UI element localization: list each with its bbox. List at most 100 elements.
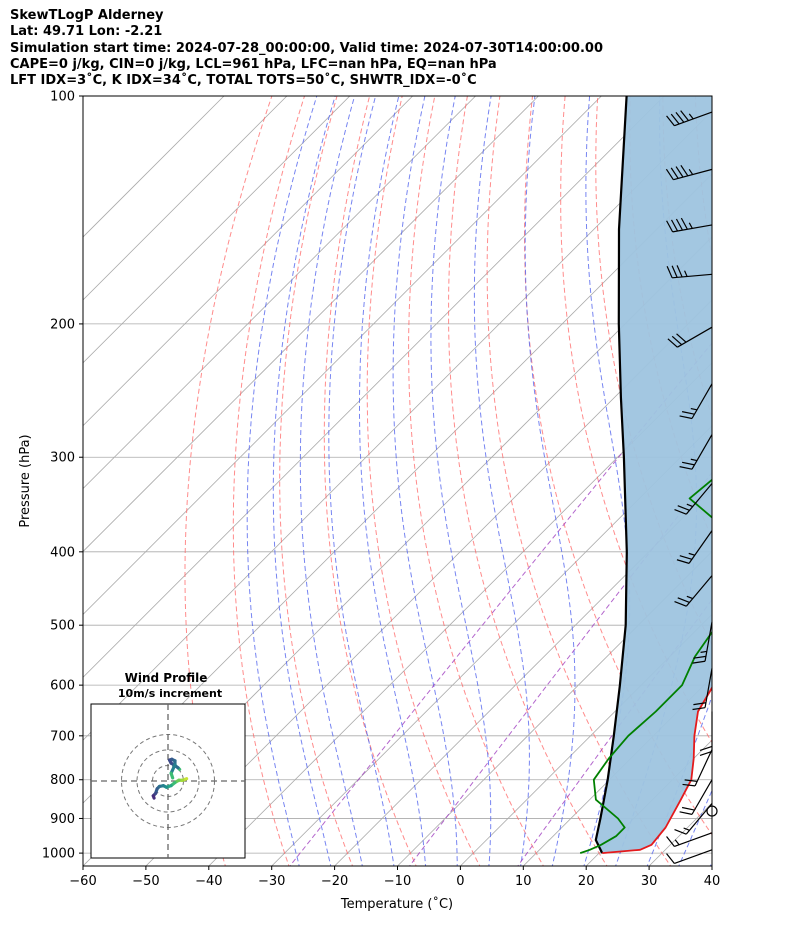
wind-barb <box>667 326 713 348</box>
y-tick-label: 500 <box>50 619 75 634</box>
profile-lines-layer <box>579 96 712 854</box>
wind-barb <box>674 483 713 515</box>
hodograph-title: Wind Profile <box>125 671 208 685</box>
dry-adiabat-line <box>560 96 712 744</box>
wind-barb-flag <box>681 411 695 415</box>
wind-barb-flag <box>670 113 680 125</box>
wind-barb <box>679 383 713 420</box>
wind-barb-flag <box>666 265 673 279</box>
mixing-ratio-line <box>289 342 712 866</box>
wind-barb-flag <box>681 461 695 466</box>
wind-barb-staff <box>672 273 713 279</box>
wind-barb-staff <box>704 621 713 662</box>
wind-barb-flag <box>692 660 706 664</box>
wind-barb <box>676 530 713 564</box>
wind-barb <box>692 668 713 711</box>
isotherm-line <box>145 299 712 866</box>
dry-adiabat-line <box>727 79 794 869</box>
wind-barb-flag <box>677 505 690 511</box>
wind-barb-half-flag <box>688 552 695 556</box>
wind-barb-flag <box>666 220 674 233</box>
moist-adiabat-line <box>359 96 427 866</box>
wind-barb <box>692 621 713 664</box>
axis-ticks-layer: −60 −50 −40 −30 −20 −10 0 10 20 30 40 100 200 300 400 5… <box>42 90 720 890</box>
y-tick-label: 300 <box>50 451 75 466</box>
dry-adiabat-line <box>524 96 712 836</box>
dry-adiabat-line <box>232 96 306 866</box>
wind-barb-staff <box>673 168 713 181</box>
y-axis-label: Pressure (hPa) <box>18 434 33 527</box>
wind-barb-half-flag <box>688 168 694 175</box>
header: SkewTLogP Alderney Lat: 49.71 Lon: -2.21… <box>10 8 603 89</box>
wind-barb <box>666 832 713 848</box>
dry-adiabat-line <box>366 96 481 866</box>
wind-barb-flag <box>666 115 675 127</box>
wind-barb-flag <box>680 110 689 121</box>
y-tick-label: 100 <box>50 90 75 105</box>
wind-barb-staff <box>674 849 713 865</box>
wind-barb-flag <box>676 265 683 278</box>
wind-barb <box>666 217 713 233</box>
wind-barb-flag <box>671 265 678 278</box>
y-tick-label: 800 <box>50 773 75 788</box>
wind-barb-flag <box>670 167 679 179</box>
wind-barb <box>666 265 713 279</box>
x-tick-label: 10 <box>515 874 532 889</box>
simulation-times: Simulation start time: 2024-07-28_00:00:… <box>10 40 603 56</box>
wind-barb-flag <box>667 338 678 348</box>
wind-barb-flag <box>699 745 713 752</box>
wind-barb <box>679 779 713 815</box>
cin-shaded-area <box>595 96 712 854</box>
wind-barb-half-flag <box>688 222 693 229</box>
wind-barb-staff <box>674 832 713 848</box>
wind-barb-flag <box>679 466 693 470</box>
moist-adiabat-line <box>272 96 336 866</box>
wind-barb-flag <box>675 112 685 123</box>
isotherm-line <box>83 96 413 427</box>
wind-barb-flag <box>693 655 707 659</box>
wind-barb-flag <box>692 707 706 711</box>
isotherm-line <box>83 110 712 741</box>
wind-barb-flag <box>679 415 693 420</box>
wind-barb-flag <box>675 218 683 231</box>
wind-barb-half-flag <box>700 650 707 653</box>
moist-adiabat-line <box>299 96 363 866</box>
y-tick-label: 200 <box>50 317 75 332</box>
wind-barb-flag <box>679 811 693 815</box>
wind-barb-half-flag <box>686 595 693 600</box>
moist-adiabat-line <box>678 789 712 866</box>
isotherm-line <box>83 96 539 553</box>
mixing-ratio-line <box>408 471 712 866</box>
isotherm-line <box>83 96 288 301</box>
isotherm-line <box>83 96 351 364</box>
x-tick-label: 0 <box>456 874 464 889</box>
wind-barb-flag <box>684 779 698 782</box>
cape-fill-layer <box>595 96 712 854</box>
wind-barb-half-flag <box>674 839 680 846</box>
wind-barb <box>682 749 713 787</box>
x-tick-label: 40 <box>704 874 721 889</box>
dry-adiabat-line <box>448 96 608 866</box>
wind-barb-staff <box>677 326 713 348</box>
station-location: Lat: 49.71 Lon: -2.21 <box>10 24 163 40</box>
wind-barb-flag <box>680 164 689 177</box>
wind-barb-flag <box>666 836 675 847</box>
isotherm-line <box>711 865 712 866</box>
wind-barb-flag <box>674 601 687 607</box>
wind-barb-flag <box>699 750 713 757</box>
moist-adiabat-line <box>392 96 458 866</box>
wind-barbs-layer <box>665 110 718 865</box>
dry-adiabat-line <box>408 96 544 866</box>
dry-adiabat-line <box>759 79 794 869</box>
station-title: SkewTLogP Alderney <box>10 8 164 23</box>
wind-barb-staff <box>691 779 713 815</box>
wind-barb-flag <box>682 783 696 787</box>
dry-adiabat-line <box>323 96 417 866</box>
isotherm-line <box>334 488 712 866</box>
wind-barb-flag <box>679 555 693 560</box>
isotherm-line <box>83 96 602 615</box>
x-tick-label: −10 <box>384 874 411 889</box>
wind-barb-staff <box>691 434 713 470</box>
isotherm-line <box>83 96 665 678</box>
